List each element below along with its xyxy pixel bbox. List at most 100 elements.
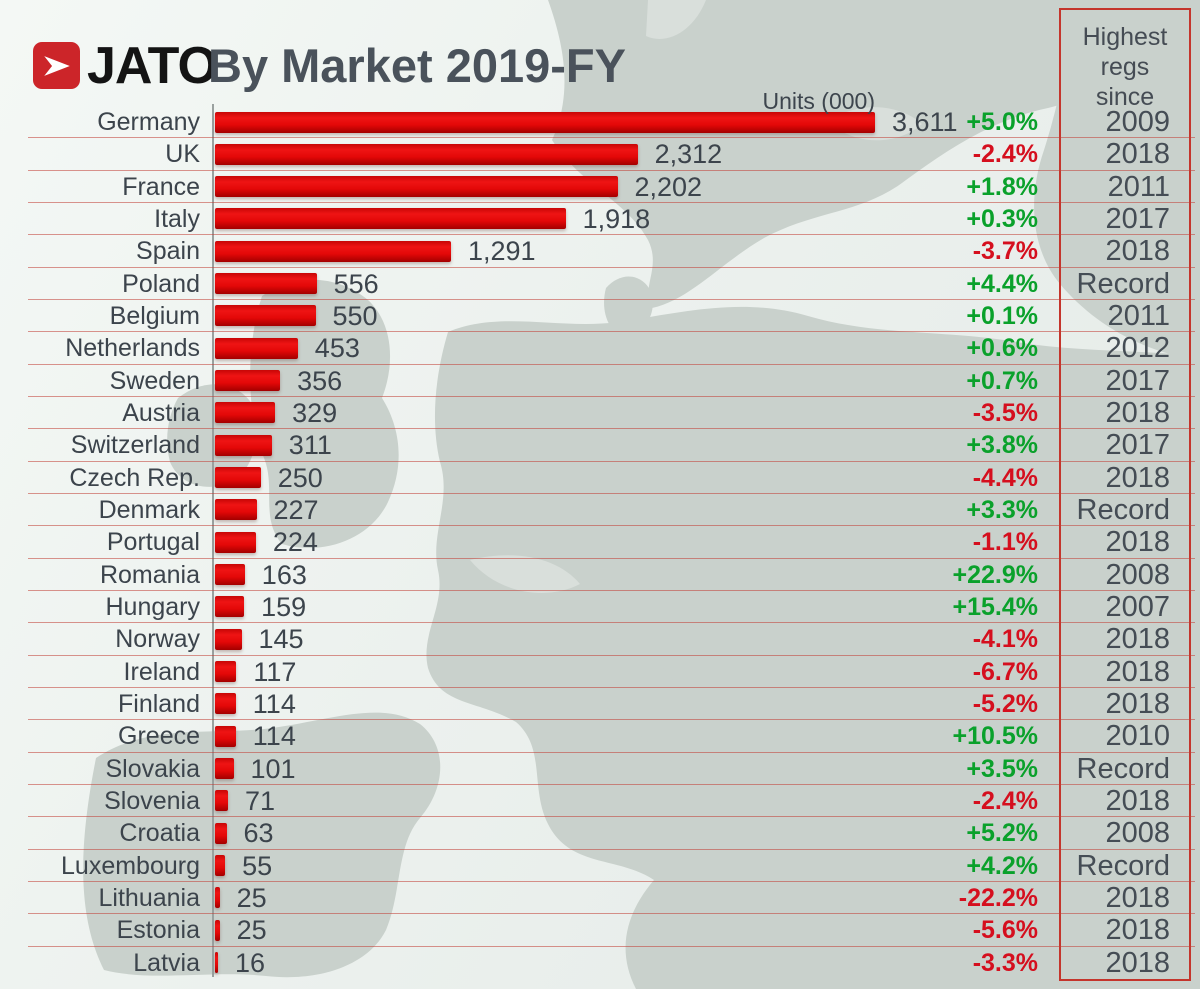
bar bbox=[215, 273, 317, 295]
market-label: Ireland bbox=[123, 657, 200, 686]
pct-change: +0.3% bbox=[966, 204, 1038, 233]
bar bbox=[215, 111, 875, 133]
bar-value: 556 bbox=[333, 268, 379, 299]
bar bbox=[215, 402, 276, 424]
market-label: Germany bbox=[97, 108, 200, 136]
chart-row: Latvia 16 -3.3% 2018 bbox=[0, 947, 1200, 979]
pct-change: +0.1% bbox=[966, 301, 1038, 330]
chart-row: Ireland 117 -6.7% 2018 bbox=[0, 656, 1200, 689]
bar-value: 16 bbox=[235, 947, 266, 978]
bar-value: 114 bbox=[252, 721, 296, 752]
highest-since: 2011 bbox=[1107, 299, 1170, 332]
market-label: Sweden bbox=[109, 366, 200, 395]
market-label: Lithuania bbox=[98, 883, 200, 912]
pct-change: -1.1% bbox=[972, 528, 1038, 557]
bar-value: 329 bbox=[292, 397, 338, 428]
highest-since: 2007 bbox=[1105, 590, 1170, 623]
bar bbox=[215, 758, 234, 780]
market-label: Switzerland bbox=[70, 431, 200, 460]
highest-since: Record bbox=[1076, 267, 1171, 300]
highest-since: 2017 bbox=[1105, 429, 1170, 462]
market-label: Netherlands bbox=[65, 334, 200, 363]
market-label: Czech Rep. bbox=[69, 463, 200, 492]
highest-since: 2018 bbox=[1105, 526, 1170, 559]
units-axis-label: Units (000) bbox=[762, 88, 875, 114]
market-label: Italy bbox=[154, 204, 200, 233]
market-label: Finland bbox=[118, 689, 200, 718]
bar bbox=[215, 370, 281, 392]
page-title: By Market 2019-FY bbox=[208, 39, 626, 92]
chart-rows: Germany 3,611 +5.0% 2009 UK 2,312 -2.4% … bbox=[0, 106, 1200, 979]
market-label: Greece bbox=[118, 722, 200, 751]
market-label: Croatia bbox=[119, 819, 200, 848]
bar-value: 453 bbox=[314, 333, 360, 364]
highest-since: 2010 bbox=[1105, 720, 1170, 753]
pct-change: +0.6% bbox=[966, 334, 1038, 363]
bar bbox=[215, 822, 227, 844]
pct-change: -3.7% bbox=[972, 237, 1038, 266]
y-axis-line bbox=[212, 104, 214, 977]
bar bbox=[215, 305, 316, 327]
jato-logo bbox=[33, 42, 80, 89]
highest-since: 2018 bbox=[1105, 461, 1170, 494]
market-label: Belgium bbox=[109, 301, 200, 330]
chart-row: Belgium 550 +0.1% 2011 bbox=[0, 299, 1200, 333]
pct-change: -22.2% bbox=[958, 883, 1038, 912]
bar bbox=[215, 240, 451, 262]
market-label: Slovenia bbox=[104, 786, 200, 815]
chart-row: Austria 329 -3.5% 2018 bbox=[0, 396, 1200, 430]
highest-since: 2018 bbox=[1105, 914, 1170, 947]
bar-value: 2,312 bbox=[654, 139, 723, 170]
market-label: Portugal bbox=[106, 528, 200, 557]
chart-row: Spain 1,291 -3.7% 2018 bbox=[0, 235, 1200, 268]
bar-value: 159 bbox=[261, 591, 307, 622]
pct-change: +3.5% bbox=[966, 754, 1038, 783]
highest-since: Record bbox=[1076, 752, 1171, 785]
bar-value: 101 bbox=[250, 753, 296, 784]
chart-row: Greece 114 +10.5% 2010 bbox=[0, 720, 1200, 753]
pct-change: -3.5% bbox=[972, 398, 1038, 427]
bar-value: 25 bbox=[236, 882, 267, 913]
market-label: UK bbox=[165, 140, 200, 169]
chart-row: Poland 556 +4.4% Record bbox=[0, 267, 1200, 301]
highest-since: 2018 bbox=[1105, 138, 1170, 171]
jato-logo-text: JATO bbox=[87, 37, 218, 95]
bar-value: 3,611 bbox=[892, 107, 958, 137]
bar bbox=[215, 919, 220, 941]
pct-change: -2.4% bbox=[972, 140, 1038, 169]
bar bbox=[215, 725, 236, 747]
pct-change: +3.3% bbox=[966, 495, 1038, 524]
bar-value: 1,291 bbox=[468, 236, 536, 267]
highest-since: Record bbox=[1076, 493, 1171, 526]
highest-since-header: Highest regs since bbox=[1082, 23, 1168, 111]
bar-value: 114 bbox=[252, 688, 296, 719]
bar-value: 2,202 bbox=[634, 171, 703, 202]
chart-row: France 2,202 +1.8% 2011 bbox=[0, 171, 1200, 204]
chart-row: Hungary 159 +15.4% 2007 bbox=[0, 590, 1200, 624]
pct-change: -4.4% bbox=[972, 463, 1038, 492]
market-label: Estonia bbox=[116, 916, 200, 945]
chart-row: Italy 1,918 +0.3% 2017 bbox=[0, 203, 1200, 236]
bar bbox=[215, 208, 566, 230]
bar-value: 63 bbox=[243, 818, 274, 849]
bar-value: 163 bbox=[261, 559, 307, 590]
pct-change: -6.7% bbox=[972, 657, 1038, 686]
chart-row: Germany 3,611 +5.0% 2009 bbox=[0, 106, 1200, 139]
bar bbox=[215, 628, 242, 650]
chart-row: Finland 114 -5.2% 2018 bbox=[0, 688, 1200, 721]
market-label: Luxembourg bbox=[61, 851, 200, 880]
bar-value: 250 bbox=[277, 462, 323, 493]
bar bbox=[215, 337, 298, 359]
highest-since: 2012 bbox=[1105, 332, 1170, 365]
bar-value: 25 bbox=[236, 915, 267, 946]
pct-change: +4.4% bbox=[966, 269, 1038, 298]
highest-since: 2018 bbox=[1105, 396, 1170, 429]
pct-change: -3.3% bbox=[972, 948, 1038, 977]
pct-change: +22.9% bbox=[952, 560, 1039, 589]
pct-change: -5.2% bbox=[972, 689, 1038, 718]
market-label: Poland bbox=[122, 269, 200, 298]
highest-since: 2008 bbox=[1105, 558, 1170, 591]
chart-row: Croatia 63 +5.2% 2008 bbox=[0, 817, 1200, 850]
bar-value: 224 bbox=[272, 527, 318, 558]
